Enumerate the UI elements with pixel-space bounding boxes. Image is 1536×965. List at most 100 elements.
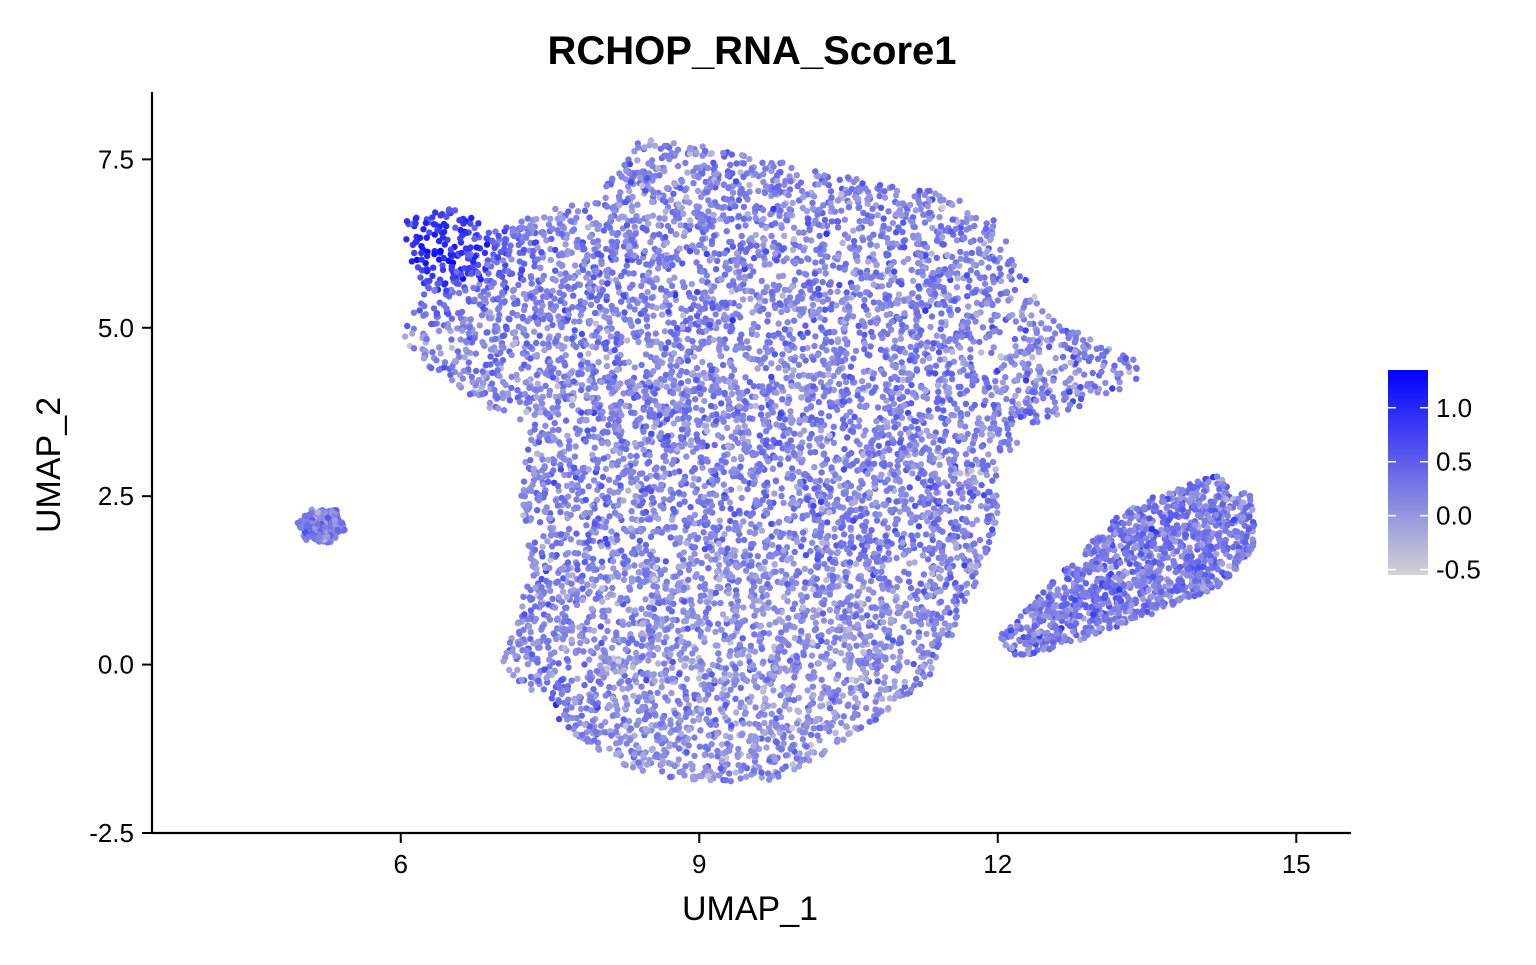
data-point: [625, 717, 633, 725]
data-point: [682, 763, 689, 770]
data-point: [798, 627, 805, 635]
data-point: [496, 269, 503, 276]
data-point: [579, 572, 586, 579]
data-point: [532, 603, 539, 610]
data-point: [416, 307, 423, 314]
data-point: [905, 628, 912, 636]
data-point: [813, 715, 821, 723]
data-point: [727, 734, 734, 741]
data-point: [901, 244, 908, 251]
data-point: [619, 685, 626, 693]
data-point: [643, 714, 650, 721]
data-point: [917, 541, 924, 548]
data-point: [720, 481, 727, 488]
data-point: [877, 473, 884, 480]
data-point: [586, 656, 593, 663]
data-point: [969, 447, 976, 454]
data-point: [924, 556, 932, 563]
data-point: [861, 217, 868, 225]
data-point: [947, 490, 954, 497]
data-point: [967, 354, 974, 361]
data-point: [740, 203, 748, 211]
data-point: [658, 683, 665, 691]
data-point: [584, 224, 592, 231]
data-point: [654, 265, 662, 272]
data-point: [531, 421, 539, 428]
data-point: [983, 220, 990, 227]
data-point: [841, 216, 849, 223]
data-point: [810, 725, 817, 732]
data-point: [834, 197, 842, 204]
data-point: [610, 410, 617, 417]
data-point: [681, 662, 689, 669]
data-point: [683, 453, 690, 460]
data-point: [432, 209, 439, 216]
data-point: [667, 362, 674, 369]
data-point: [618, 298, 625, 305]
data-point: [784, 306, 791, 314]
data-point: [846, 397, 853, 404]
data-point: [844, 434, 851, 441]
data-point: [835, 380, 843, 388]
data-point: [663, 634, 670, 641]
data-point: [962, 400, 970, 407]
data-point: [499, 394, 507, 402]
data-point: [818, 632, 825, 639]
data-point: [749, 451, 756, 459]
data-point: [665, 319, 672, 326]
data-point: [893, 384, 900, 392]
data-point: [741, 536, 748, 544]
data-point: [578, 386, 585, 394]
data-point: [698, 575, 705, 582]
data-point: [634, 201, 641, 208]
data-point: [745, 737, 753, 745]
data-point: [795, 694, 803, 701]
data-point: [790, 224, 798, 231]
data-point: [590, 426, 597, 433]
data-point: [737, 775, 744, 782]
data-point: [467, 220, 474, 227]
data-point: [593, 496, 601, 504]
data-point: [621, 672, 628, 679]
data-point: [879, 454, 886, 461]
data-point: [1103, 390, 1110, 397]
data-point: [875, 442, 882, 450]
data-point: [574, 504, 581, 511]
data-point: [496, 304, 503, 311]
data-point: [937, 326, 944, 333]
data-point: [538, 229, 545, 236]
data-point: [906, 484, 913, 491]
data-point: [729, 325, 736, 332]
data-point: [818, 676, 825, 684]
data-point: [1009, 398, 1016, 405]
data-point: [654, 645, 662, 653]
data-point: [509, 309, 516, 317]
data-point: [760, 241, 767, 249]
data-point: [836, 264, 843, 271]
data-point: [761, 719, 768, 727]
data-point: [946, 389, 953, 396]
data-point: [564, 716, 571, 723]
data-point: [724, 424, 731, 431]
data-point: [705, 681, 712, 689]
data-point: [747, 512, 754, 519]
data-point: [659, 196, 667, 204]
data-point: [981, 280, 989, 288]
data-point: [581, 558, 588, 566]
data-point: [517, 416, 524, 423]
data-point: [884, 524, 892, 531]
data-point: [865, 586, 873, 593]
data-point: [702, 178, 709, 186]
data-point: [967, 267, 974, 274]
data-point: [723, 345, 730, 352]
data-point: [549, 287, 556, 295]
data-point: [1033, 300, 1041, 307]
data-point: [726, 499, 734, 506]
data-point: [606, 487, 614, 494]
data-point: [612, 479, 619, 486]
data-point: [626, 654, 633, 662]
data-point: [582, 438, 589, 445]
data-point: [668, 644, 676, 652]
data-point: [568, 402, 576, 409]
